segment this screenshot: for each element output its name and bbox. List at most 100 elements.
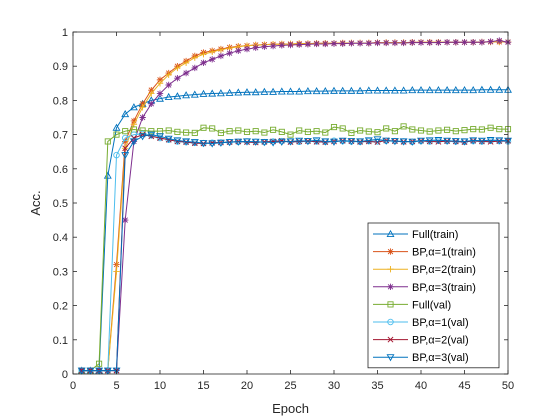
data-point-full-val <box>148 128 155 135</box>
data-point-full-val <box>339 125 346 132</box>
data-point-full-train <box>303 87 312 95</box>
data-point-bp-alpha-3-train <box>182 69 190 77</box>
data-point-bp-alpha-3-val <box>460 138 469 146</box>
data-point-full-val <box>365 128 372 135</box>
data-point-full-train <box>190 90 199 98</box>
data-point-bp-alpha-3-val <box>356 138 365 146</box>
data-point-bp-alpha-2-train <box>191 54 198 61</box>
data-point-bp-alpha-3-val <box>251 138 260 146</box>
data-point-bp-alpha-2-val <box>244 139 250 146</box>
data-point-bp-alpha-3-train <box>496 37 503 44</box>
legend-entry-full-val: Full(val) <box>373 299 451 311</box>
data-point-full-train <box>234 88 243 96</box>
data-point-bp-alpha-2-train <box>217 46 225 53</box>
data-point-full-val <box>304 128 311 135</box>
data-point-bp-alpha-3-val <box>495 137 504 145</box>
series-full-val <box>78 123 512 374</box>
data-point-bp-alpha-3-train <box>330 40 338 47</box>
data-point-bp-alpha-3-val <box>477 137 486 145</box>
data-point-full-train <box>364 86 373 94</box>
data-point-full-train <box>173 92 182 100</box>
data-point-bp-alpha-3-val <box>173 137 182 145</box>
data-point-bp-alpha-3-train <box>165 81 172 89</box>
legend-label: Full(val) <box>412 299 451 311</box>
y-tick-label: 0.6 <box>53 164 68 176</box>
data-point-bp-alpha-3-train <box>174 74 181 82</box>
series-line-bp-alpha-2-val <box>81 134 509 372</box>
x-tick-label: 30 <box>328 380 340 392</box>
y-tick-label: 0.3 <box>53 266 68 278</box>
x-axis-label: Epoch <box>272 401 309 416</box>
y-tick-label: 1 <box>62 27 68 39</box>
data-point-full-val <box>322 129 329 136</box>
legend-label: BP,α=3(train) <box>412 282 476 294</box>
data-point-bp-alpha-3-val <box>216 139 225 147</box>
data-point-full-val <box>243 128 251 135</box>
data-point-bp-alpha-2-train <box>174 64 181 72</box>
data-point-bp-alpha-3-train <box>278 42 285 49</box>
data-point-bp-alpha-3-val <box>129 138 138 146</box>
data-point-full-val <box>383 125 390 132</box>
data-point-bp-alpha-3-val <box>486 137 495 145</box>
data-point-bp-alpha-3-train <box>156 90 164 97</box>
legend-entry-bp-alpha-2-train: BP,α=2(train) <box>373 264 476 276</box>
data-point-bp-alpha-3-train <box>235 47 242 55</box>
data-point-full-val <box>261 129 268 136</box>
data-point-bp-alpha-3-val <box>103 367 112 375</box>
data-point-bp-alpha-3-val <box>225 139 234 147</box>
data-point-bp-alpha-3-val <box>408 138 417 146</box>
x-tick-label: 15 <box>197 380 209 392</box>
data-point-bp-alpha-2-train <box>209 48 216 56</box>
data-point-full-train <box>121 109 130 118</box>
data-point-bp-alpha-3-train <box>252 44 259 51</box>
data-point-bp-alpha-3-val <box>269 139 278 147</box>
data-point-full-val <box>287 131 294 138</box>
data-point-full-val <box>278 128 285 135</box>
y-tick-label: 0.7 <box>53 130 68 142</box>
data-point-full-train <box>425 86 434 94</box>
data-point-bp-alpha-3-val <box>190 139 199 147</box>
data-point-bp-alpha-3-train <box>122 216 129 224</box>
data-point-bp-alpha-1-val <box>121 134 129 142</box>
data-point-bp-alpha-3-val <box>138 133 147 141</box>
legend: Full(train) BP,α=1(train) BP,α=2(train) BP,… <box>367 222 500 369</box>
y-tick-label: 0.9 <box>53 61 68 73</box>
data-point-bp-alpha-3-train <box>139 114 146 121</box>
data-point-bp-alpha-3-train <box>435 39 442 46</box>
data-point-bp-alpha-3-val <box>364 137 373 145</box>
x-tick-label: 35 <box>371 380 383 392</box>
legend-entry-full-train: Full(train) <box>373 229 458 241</box>
data-point-full-train <box>486 85 495 93</box>
data-point-bp-alpha-3-train <box>417 39 425 46</box>
data-point-full-train <box>199 89 208 97</box>
data-point-bp-alpha-3-val <box>95 367 104 375</box>
data-point-bp-alpha-3-train <box>191 64 198 72</box>
data-point-bp-alpha-3-train <box>313 40 320 48</box>
data-point-bp-alpha-3-train <box>261 43 268 50</box>
y-tick-label: 0 <box>62 369 68 381</box>
data-point-bp-alpha-3-val <box>295 137 304 145</box>
legend-swatch-marker <box>387 248 394 255</box>
data-point-bp-alpha-1-train <box>148 86 155 94</box>
data-point-full-train <box>434 86 443 94</box>
data-point-bp-alpha-2-train <box>165 71 172 78</box>
data-point-bp-alpha-1-train <box>130 117 138 125</box>
series-full-train <box>77 85 512 374</box>
data-point-full-val <box>348 129 355 136</box>
data-point-bp-alpha-3-val <box>86 367 95 375</box>
data-point-bp-alpha-3-val <box>147 131 156 139</box>
data-point-bp-alpha-2-val <box>183 139 190 146</box>
data-point-full-train <box>399 86 408 94</box>
x-tick-label: 40 <box>415 380 427 392</box>
data-point-full-val <box>165 127 172 134</box>
legend-box <box>367 222 500 369</box>
legend-entry-bp-alpha-1-val: BP,α=1(val) <box>373 317 469 329</box>
y-tick-label: 0.2 <box>53 301 68 313</box>
legend-swatch-marker <box>386 354 395 362</box>
data-point-bp-alpha-3-val <box>338 137 347 145</box>
data-point-bp-alpha-2-train <box>113 268 120 275</box>
x-tick-label: 45 <box>458 380 470 392</box>
data-point-full-train <box>260 87 269 95</box>
legend-entry-bp-alpha-3-val: BP,α=3(val) <box>373 352 469 364</box>
data-point-full-val <box>435 127 442 134</box>
